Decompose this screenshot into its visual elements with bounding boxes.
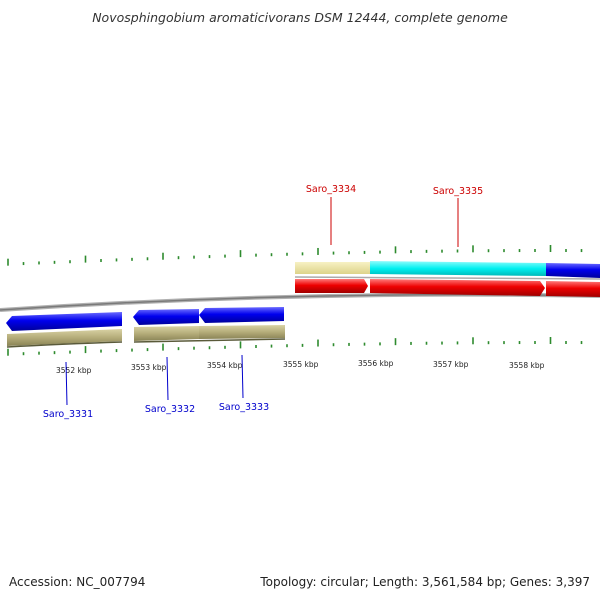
accession-text: Accession: NC_007794 — [9, 575, 146, 589]
scale-label-3552: 3552 kbp — [56, 366, 92, 375]
cds-arrow-saro-3335[interactable] — [370, 279, 545, 296]
cds-arrow-saro-3331[interactable] — [6, 312, 122, 331]
scale-label-3556: 3556 kbp — [358, 359, 394, 368]
scale-label-3557: 3557 kbp — [433, 360, 469, 369]
gene-label-saro-3332[interactable]: Saro_3332 — [145, 404, 195, 415]
scale-labels: 3552 kbp 3553 kbp 3554 kbp 3555 kbp 3556… — [56, 359, 545, 375]
forward-cds-track — [295, 279, 600, 297]
tick-row-upper — [7, 245, 583, 266]
rna-bar-saro-3335[interactable] — [370, 261, 546, 276]
gene-label-saro-3335[interactable]: Saro_3335 — [433, 186, 483, 197]
genome-backbone — [0, 292, 600, 312]
gene-bar-saro-3333[interactable] — [199, 325, 285, 339]
cds-arrow-saro-3332[interactable] — [133, 309, 199, 325]
scale-label-3554: 3554 kbp — [207, 361, 243, 370]
gene-bar-saro-3334[interactable] — [295, 262, 370, 274]
gene-bar-saro-3331[interactable] — [7, 329, 122, 346]
gene-label-saro-3331[interactable]: Saro_3331 — [43, 409, 93, 420]
gene-labels: Saro_3334 Saro_3335 Saro_3331 Saro_3332 … — [43, 184, 483, 420]
gene-label-saro-3334[interactable]: Saro_3334 — [306, 184, 356, 195]
scale-label-3553: 3553 kbp — [131, 363, 167, 372]
cds-arrow-saro-3333[interactable] — [199, 307, 284, 323]
gene-bar-next-forward[interactable] — [546, 263, 600, 278]
cds-arrow-next-forward[interactable] — [546, 281, 600, 297]
gene-bar-saro-3332[interactable] — [134, 326, 199, 341]
genome-summary-text: Topology: circular; Length: 3,561,584 bp… — [260, 575, 590, 589]
cds-arrow-saro-3334[interactable] — [295, 279, 368, 293]
forward-gene-track — [294, 261, 600, 280]
tick-row-lower — [7, 337, 583, 356]
page-title: Novosphingobium aromaticivorans DSM 1244… — [92, 10, 508, 25]
gene-label-saro-3333[interactable]: Saro_3333 — [219, 402, 269, 413]
reverse-cds-track — [6, 307, 284, 331]
reverse-gene-track — [6, 325, 286, 348]
scale-label-3555: 3555 kbp — [283, 360, 319, 369]
scale-label-3558: 3558 kbp — [509, 361, 545, 370]
